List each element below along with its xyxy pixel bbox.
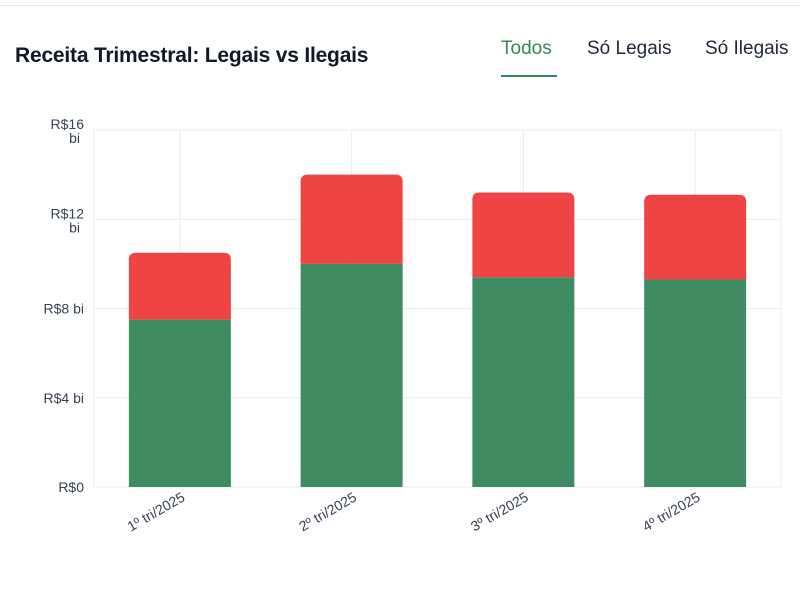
- bar-segment-illegal: [128, 252, 231, 320]
- y-tick-label: R$16 bi: [51, 116, 85, 146]
- y-tick-label: R$8 bi: [44, 301, 84, 317]
- y-tick-label-line: bi: [69, 219, 80, 235]
- chart-header: Receita Trimestral: Legais vs Ilegais To…: [0, 0, 800, 90]
- bar-segment-legal: [644, 279, 747, 487]
- y-tick-label-line: R$12: [51, 205, 85, 221]
- chart-title: Receita Trimestral: Legais vs Ilegais: [15, 44, 369, 67]
- filter-tabs: Todos Só Legais Só Ilegais: [0, 38, 800, 78]
- tab-todos[interactable]: Todos: [501, 38, 552, 59]
- y-tick-label: R$0: [58, 479, 84, 495]
- tab-so-ilegais[interactable]: Só Ilegais: [705, 38, 789, 59]
- bar-segment-legal: [300, 263, 403, 487]
- y-tick-label-line: R$16: [51, 116, 85, 132]
- y-tick-label-line: R$0: [58, 479, 84, 495]
- bar-segment-illegal: [472, 192, 575, 278]
- y-tick-label: R$12 bi: [51, 205, 85, 235]
- bar-segment-illegal: [644, 194, 747, 280]
- bar-segment-legal: [472, 277, 575, 487]
- tab-so-legais[interactable]: Só Legais: [587, 38, 672, 59]
- x-tick-label: 1º tri/2025: [124, 489, 187, 535]
- active-tab-indicator: [501, 75, 557, 77]
- y-tick-label-line: bi: [69, 130, 80, 146]
- x-tick-label: 3º tri/2025: [468, 489, 531, 535]
- y-tick-label-line: R$4 bi: [44, 390, 84, 406]
- y-tick-label: R$4 bi: [44, 390, 84, 406]
- bar-segment-illegal: [300, 174, 403, 264]
- top-divider: [0, 5, 800, 6]
- y-tick-label-line: R$8 bi: [44, 301, 84, 317]
- x-tick-label: 4º tri/2025: [640, 489, 703, 535]
- bar-segment-legal: [128, 319, 231, 487]
- x-tick-label: 2º tri/2025: [296, 489, 359, 535]
